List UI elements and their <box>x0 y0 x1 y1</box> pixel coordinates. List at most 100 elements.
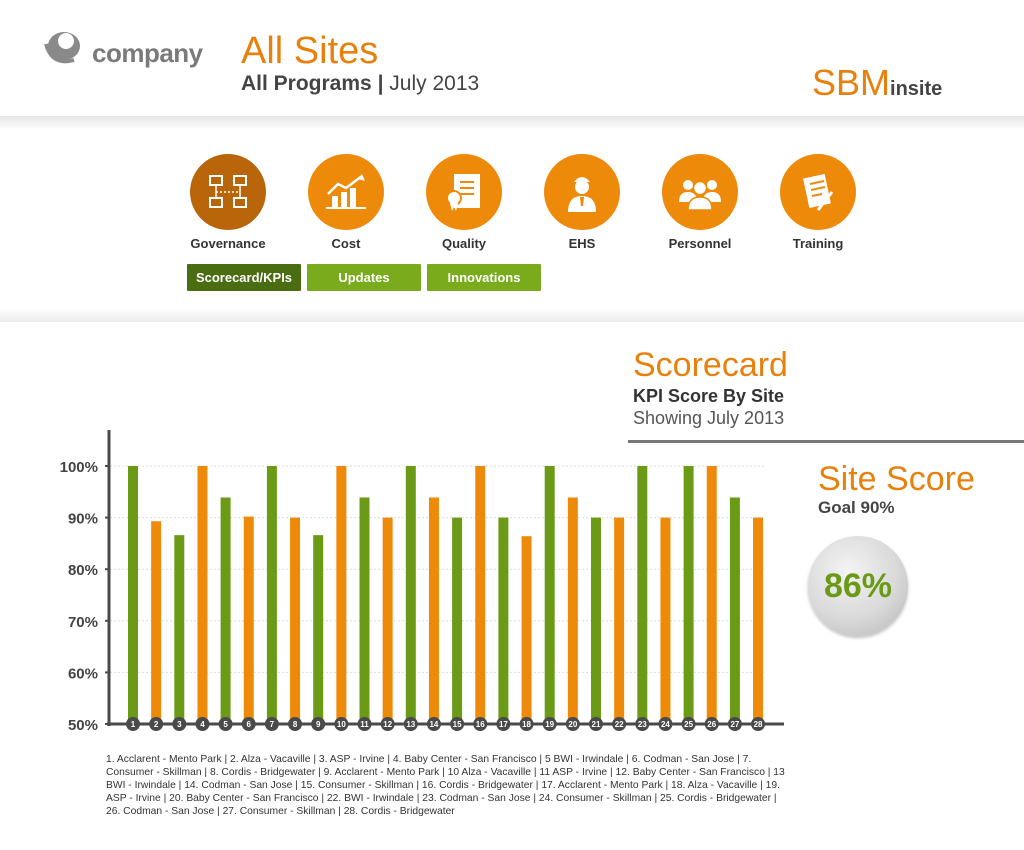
site-score-goal: Goal 90% <box>818 498 895 517</box>
logo-text: company <box>92 38 203 68</box>
nav-label: Training <box>792 236 844 251</box>
bar <box>359 497 370 724</box>
nav-governance[interactable]: Governance <box>178 154 278 251</box>
category-label: 8 <box>293 720 298 729</box>
category-marker <box>681 717 696 731</box>
bar <box>706 466 717 724</box>
bar <box>521 536 532 724</box>
category-marker <box>450 717 465 731</box>
category-marker <box>195 717 210 731</box>
network-icon[interactable] <box>190 154 266 230</box>
category-marker <box>380 717 395 731</box>
category-marker <box>172 717 187 731</box>
category-marker <box>473 717 488 731</box>
category-label: 21 <box>592 720 601 729</box>
tab-scorecard-kpis[interactable]: Scorecard/KPIs <box>187 264 301 291</box>
y-tick-label: 60% <box>68 665 98 682</box>
page-title: All Sites <box>241 30 379 72</box>
bar <box>729 497 740 724</box>
site-score-title: Site Score <box>818 460 975 498</box>
bar <box>174 535 185 724</box>
subtitle-separator: | <box>377 72 384 95</box>
header-divider <box>0 116 1024 130</box>
scorecard-period: Showing July 2013 <box>633 408 785 428</box>
category-marker <box>565 717 580 731</box>
category-marker <box>241 717 256 731</box>
category-marker <box>519 717 534 731</box>
bar <box>266 466 277 724</box>
category-label: 28 <box>754 720 763 729</box>
nav-label: Cost <box>331 236 361 251</box>
category-label: 9 <box>316 720 321 729</box>
nav-quality[interactable]: Quality <box>414 154 514 251</box>
category-label: 25 <box>684 720 693 729</box>
category-marker <box>126 717 140 731</box>
worker-icon[interactable] <box>544 154 620 230</box>
brand-logo: SBMinsite <box>812 62 942 104</box>
bar <box>428 497 439 724</box>
category-marker <box>264 717 279 731</box>
category-label: 2 <box>154 720 159 729</box>
category-label: 18 <box>522 720 531 729</box>
chart-icon[interactable] <box>308 154 384 230</box>
category-marker <box>635 717 650 731</box>
bar <box>382 517 393 724</box>
category-marker <box>704 717 719 731</box>
bar <box>336 466 347 724</box>
category-label: 13 <box>406 720 415 729</box>
category-marker <box>149 717 164 731</box>
y-tick-label: 90% <box>68 511 98 528</box>
tab-updates[interactable]: Updates <box>307 264 421 291</box>
category-marker <box>334 717 349 731</box>
bar <box>591 517 601 724</box>
category-label: 1 <box>131 720 136 729</box>
scorecard-subtitle: KPI Score By Site <box>633 386 785 406</box>
brand-main: SBM <box>812 62 891 103</box>
category-marker <box>542 717 557 731</box>
nav-personnel[interactable]: Personnel <box>650 154 750 251</box>
bar <box>660 517 671 724</box>
category-marker <box>403 717 418 731</box>
tab-innovations[interactable]: Innovations <box>427 264 541 291</box>
bar <box>197 466 208 724</box>
notes-icon[interactable] <box>780 154 856 230</box>
category-label: 11 <box>360 720 369 729</box>
category-marker <box>727 717 742 731</box>
category-label: 4 <box>200 720 205 729</box>
bar <box>753 517 764 724</box>
bar <box>498 517 509 724</box>
certificate-icon[interactable] <box>426 154 502 230</box>
nav-training[interactable]: Training <box>768 154 868 251</box>
kpi-bar-chart: 100%90%80%70%60%50% 1 2 3 4 5 6 7 8 9 10 11 12 13 14 15… <box>60 430 784 734</box>
category-label: 6 <box>247 720 252 729</box>
y-tick-label: 50% <box>68 717 98 734</box>
site-score-value: 86% <box>808 536 908 636</box>
category-marker <box>311 717 326 731</box>
nav-ehs[interactable]: EHS <box>532 154 632 251</box>
program-filter[interactable]: All Programs <box>241 72 372 95</box>
category-marker <box>426 717 441 731</box>
category-label: 24 <box>661 720 670 729</box>
period-filter[interactable]: July 2013 <box>389 72 480 95</box>
category-label: 22 <box>615 720 624 729</box>
y-tick-label: 70% <box>68 614 98 631</box>
category-label: 10 <box>337 720 346 729</box>
category-marker <box>589 717 603 731</box>
category-label: 27 <box>730 720 739 729</box>
bar <box>452 517 463 724</box>
scorecard-title: Scorecard <box>633 346 788 384</box>
company-logo <box>44 32 80 64</box>
y-tick-label: 80% <box>68 562 98 579</box>
y-tick-label: 100% <box>60 459 98 476</box>
scorecard-rule <box>628 440 1024 443</box>
nav-cost[interactable]: Cost <box>296 154 396 251</box>
bar <box>313 535 324 724</box>
people-icon[interactable] <box>662 154 738 230</box>
brand-small: insite <box>890 78 943 100</box>
category-label: 19 <box>545 720 554 729</box>
category-marker <box>288 717 303 731</box>
bar <box>683 466 694 724</box>
category-label: 12 <box>383 720 392 729</box>
category-marker <box>751 717 766 731</box>
category-marker <box>357 717 372 731</box>
